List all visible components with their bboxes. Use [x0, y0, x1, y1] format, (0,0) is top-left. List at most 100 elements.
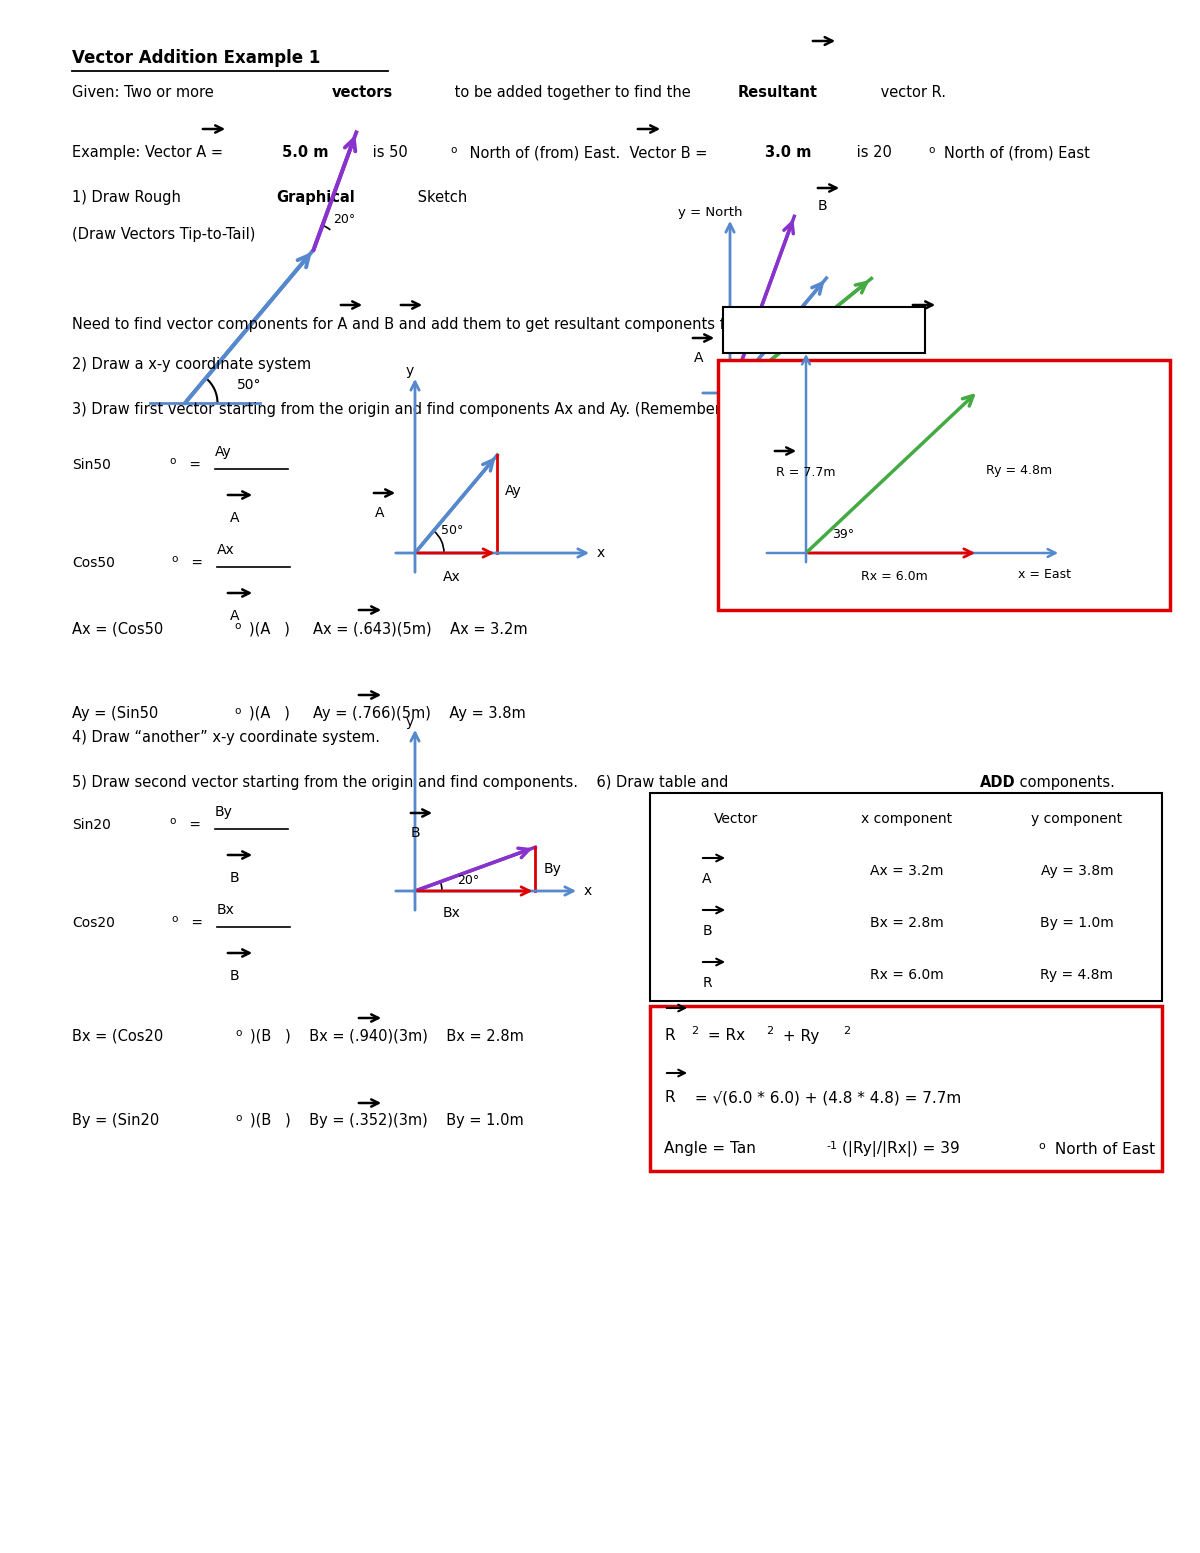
Text: Bx = (Cos20: Bx = (Cos20	[72, 1028, 163, 1044]
Text: A: A	[230, 511, 240, 525]
Text: Bx: Bx	[443, 905, 461, 919]
Text: components.: components.	[1015, 775, 1115, 790]
Text: o: o	[928, 144, 935, 155]
Text: A: A	[230, 609, 240, 623]
Text: is 50: is 50	[368, 146, 408, 160]
Text: Ay: Ay	[505, 485, 522, 499]
Text: B: B	[230, 969, 240, 983]
Text: R: R	[702, 975, 712, 989]
Text: =: =	[187, 556, 208, 570]
Text: Ax: Ax	[217, 544, 235, 558]
Text: Sin20: Sin20	[72, 818, 110, 832]
Text: o: o	[235, 1114, 241, 1123]
Text: 39°: 39°	[832, 528, 854, 542]
Text: Angle = Tan: Angle = Tan	[664, 1141, 756, 1157]
Text: x: x	[598, 547, 605, 561]
Text: x = East: x = East	[1018, 568, 1072, 581]
Text: Example: Vector A =: Example: Vector A =	[72, 146, 228, 160]
Text: R: R	[664, 1028, 674, 1044]
Text: Answer: Below: Answer: Below	[770, 323, 877, 337]
Text: 20°: 20°	[457, 874, 479, 887]
Text: o: o	[1038, 1141, 1045, 1151]
Text: Ry = 4.8m: Ry = 4.8m	[1040, 968, 1114, 981]
Text: B: B	[230, 871, 240, 885]
Text: R: R	[812, 450, 822, 464]
Text: y: y	[406, 714, 414, 728]
Text: Given: Two or more: Given: Two or more	[72, 85, 218, 101]
Text: y component: y component	[1032, 812, 1122, 826]
Text: B: B	[702, 924, 712, 938]
Text: 20°: 20°	[334, 213, 356, 227]
Text: A: A	[694, 351, 703, 365]
Text: Ry = 4.8m: Ry = 4.8m	[986, 464, 1052, 477]
Text: vector R.: vector R.	[876, 85, 946, 101]
Text: ADD: ADD	[980, 775, 1015, 790]
Text: )(B   )    Bx = (.940)(3m)    Bx = 2.8m: )(B ) Bx = (.940)(3m) Bx = 2.8m	[250, 1028, 524, 1044]
Text: 3) Draw first vector starting from the origin and find components Ax and Ay. (Re: 3) Draw first vector starting from the o…	[72, 402, 834, 418]
Text: 5.0 m: 5.0 m	[282, 146, 329, 160]
Text: Bx = 2.8m: Bx = 2.8m	[870, 916, 944, 930]
Text: o: o	[234, 707, 240, 716]
Text: 3.0 m: 3.0 m	[766, 146, 811, 160]
Text: B: B	[412, 826, 421, 840]
Text: x component: x component	[862, 812, 953, 826]
Text: o: o	[172, 915, 178, 924]
Text: = √(6.0 * 6.0) + (4.8 * 4.8) = 7.7m: = √(6.0 * 6.0) + (4.8 * 4.8) = 7.7m	[690, 1090, 961, 1106]
Text: o: o	[235, 1028, 241, 1037]
Text: o: o	[169, 457, 175, 466]
Text: 4) Draw “another” x-y coordinate system.: 4) Draw “another” x-y coordinate system.	[72, 730, 380, 745]
Bar	[650, 1006, 1162, 1171]
Bar	[718, 360, 1170, 610]
Text: 2: 2	[691, 1027, 698, 1036]
Text: Cos20: Cos20	[72, 916, 115, 930]
Text: o: o	[169, 815, 175, 826]
Text: North of (from) East.  Vector B =: North of (from) East. Vector B =	[466, 146, 712, 160]
Text: Need to find vector components for A and B and add them to get resultant compone: Need to find vector components for A and…	[72, 317, 758, 332]
Bar	[722, 307, 925, 353]
Text: )(B   )    By = (.352)(3m)    By = 1.0m: )(B ) By = (.352)(3m) By = 1.0m	[250, 1114, 523, 1129]
Text: Rx = 6.0m: Rx = 6.0m	[862, 570, 928, 584]
Text: By: By	[215, 804, 233, 818]
Text: Bx: Bx	[217, 902, 235, 916]
Text: Ay = 3.8m: Ay = 3.8m	[1040, 863, 1114, 877]
Text: Sin50: Sin50	[72, 458, 110, 472]
Text: -1: -1	[826, 1141, 838, 1151]
Text: Cos50: Cos50	[72, 556, 115, 570]
Text: o: o	[234, 621, 240, 631]
Text: 50°: 50°	[442, 525, 463, 537]
Text: R: R	[664, 1090, 674, 1106]
Text: Ax = (Cos50: Ax = (Cos50	[72, 621, 163, 637]
Text: Ax: Ax	[443, 570, 461, 584]
Text: x: x	[584, 884, 593, 898]
Text: North of East: North of East	[1050, 1141, 1156, 1157]
Text: (|Ry|/|Rx|) = 39: (|Ry|/|Rx|) = 39	[842, 1141, 960, 1157]
Text: =: =	[187, 916, 208, 930]
Text: 5) Draw second vector starting from the origin and find components.    6) Draw t: 5) Draw second vector starting from the …	[72, 775, 733, 790]
Text: By = 1.0m: By = 1.0m	[1040, 916, 1114, 930]
Text: to be added together to find the: to be added together to find the	[450, 85, 695, 101]
Text: Ay: Ay	[215, 446, 232, 460]
Text: = Rx: = Rx	[703, 1028, 745, 1044]
Text: 2) Draw a x-y coordinate system: 2) Draw a x-y coordinate system	[72, 357, 311, 373]
Text: y = North: y = North	[802, 334, 862, 348]
Text: By: By	[544, 862, 562, 876]
Bar	[650, 794, 1162, 1002]
Text: )(A   )     Ax = (.643)(5m)    Ax = 3.2m: )(A ) Ax = (.643)(5m) Ax = 3.2m	[250, 621, 528, 637]
Text: Ax = 3.2m: Ax = 3.2m	[870, 863, 943, 877]
Text: o: o	[450, 144, 456, 155]
Text: x = East: x = East	[910, 408, 966, 421]
Text: Sketch: Sketch	[413, 191, 467, 205]
Text: =: =	[185, 818, 205, 832]
Text: 2: 2	[766, 1027, 773, 1036]
Text: Resultant: Resultant	[738, 85, 818, 101]
Text: Ay = (Sin50: Ay = (Sin50	[72, 707, 158, 722]
Text: Graphical: Graphical	[276, 191, 355, 205]
Text: A: A	[702, 871, 712, 887]
Text: 50°: 50°	[238, 377, 262, 391]
Text: vectors: vectors	[332, 85, 394, 101]
Text: is 20: is 20	[852, 146, 892, 160]
Text: A: A	[376, 506, 384, 520]
Text: =: =	[185, 458, 205, 472]
Text: y = North: y = North	[678, 207, 743, 219]
Text: 1) Draw Rough: 1) Draw Rough	[72, 191, 186, 205]
